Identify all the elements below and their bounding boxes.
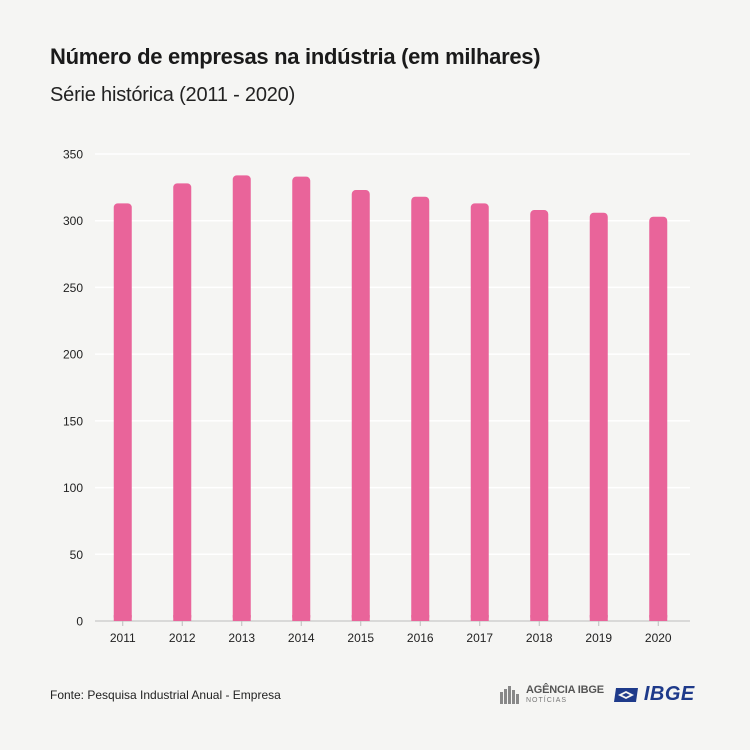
agencia-ibge-logo: AGÊNCIA IBGE NOTÍCIAS [500,685,604,704]
x-tick-label: 2011 [110,631,136,645]
logos: AGÊNCIA IBGE NOTÍCIAS IBGE [500,683,695,706]
bar-base [173,615,192,621]
bar [589,212,608,622]
bar [232,175,251,621]
bar [113,203,132,621]
bar [649,216,668,621]
ibge-wordmark: IBGE [643,683,695,705]
x-tick-label: 2017 [466,631,493,645]
bar-base [411,615,430,621]
bar [351,190,370,622]
bar-base [649,615,668,621]
bar [470,203,489,621]
bar-base [113,615,132,621]
bar-base [470,615,489,621]
y-tick-label: 350 [63,148,83,162]
x-tick-label: 2020 [645,631,672,645]
agencia-name: AGÊNCIA IBGE [526,684,604,696]
y-tick-label: 100 [63,481,83,495]
x-tick-label: 2019 [585,631,612,645]
chart-subtitle: Série histórica (2011 - 2020) [50,84,296,106]
bar-base [351,615,370,621]
y-tick-label: 50 [70,548,84,562]
y-tick-label: 250 [63,281,83,295]
bar [292,176,311,621]
y-tick-label: 150 [63,414,83,428]
bar-base [589,615,608,621]
y-tick-label: 300 [63,214,83,228]
x-tick-label: 2013 [228,631,255,645]
x-tick-label: 2015 [347,631,374,645]
bar-base [292,615,311,621]
x-tick-label: 2016 [407,631,434,645]
bar-base [530,615,549,621]
ibge-emblem-icon [613,687,638,702]
y-tick-label: 200 [63,348,83,362]
chart-title: Número de empresas na indústria (em milh… [50,44,541,69]
ibge-logo: IBGE [613,683,695,706]
bar [530,210,549,622]
agencia-sub: NOTÍCIAS [526,697,568,704]
x-tick-label: 2014 [288,631,315,645]
x-tick-label: 2018 [526,631,553,645]
bar-base [232,615,251,621]
bar [411,196,430,621]
x-tick-label: 2012 [169,631,196,645]
bar [173,183,192,621]
agencia-icon [500,685,519,704]
source-note: Fonte: Pesquisa Industrial Anual - Empre… [50,688,281,702]
y-tick-label: 0 [76,615,83,629]
